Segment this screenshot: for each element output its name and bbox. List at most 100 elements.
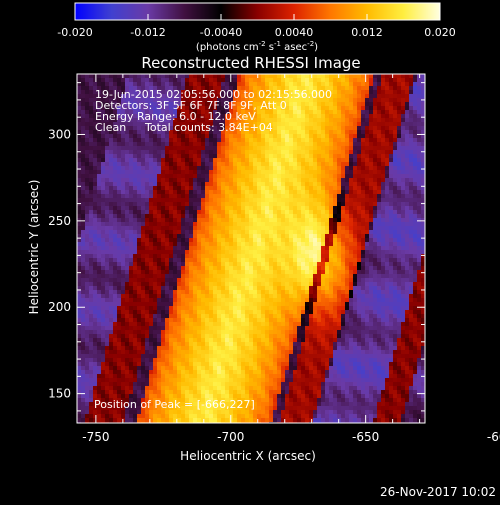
heatmap-cell — [177, 262, 182, 267]
heatmap-cell — [109, 246, 114, 251]
heatmap-cell — [149, 170, 154, 175]
heatmap-cell — [141, 250, 146, 255]
heatmap-cell — [249, 230, 254, 235]
heatmap-cell — [213, 242, 218, 247]
heatmap-cell — [129, 230, 134, 235]
heatmap-cell — [121, 138, 126, 143]
heatmap-cell — [273, 134, 278, 139]
heatmap-cell — [317, 286, 322, 291]
heatmap-cell — [349, 294, 354, 299]
heatmap-cell — [329, 146, 334, 151]
heatmap-cell — [209, 166, 214, 171]
heatmap-cell — [169, 258, 174, 263]
heatmap-cell — [409, 206, 414, 211]
heatmap-cell — [141, 210, 146, 215]
heatmap-cell — [409, 114, 414, 119]
heatmap-cell — [105, 258, 110, 263]
heatmap-cell — [101, 282, 106, 287]
heatmap-cell — [89, 186, 94, 191]
heatmap-cell — [161, 138, 166, 143]
heatmap-cell — [241, 162, 246, 167]
heatmap-cell — [85, 222, 90, 227]
heatmap-cell — [157, 282, 162, 287]
heatmap-cell — [337, 270, 342, 275]
heatmap-cell — [397, 278, 402, 283]
heatmap-cell — [333, 110, 338, 115]
heatmap-cell — [353, 114, 358, 119]
heatmap-cell — [317, 234, 322, 239]
heatmap-cell — [145, 138, 150, 143]
heatmap-cell — [265, 210, 270, 215]
heatmap-cell — [181, 142, 186, 147]
heatmap-cell — [97, 138, 102, 143]
heatmap-cell — [361, 158, 366, 163]
heatmap-cell — [329, 242, 334, 247]
heatmap-cell — [325, 242, 330, 247]
heatmap-cell — [333, 278, 338, 283]
heatmap-cell — [333, 98, 338, 103]
heatmap-cell — [317, 138, 322, 143]
heatmap-cell — [249, 234, 254, 239]
heatmap-cell — [409, 130, 414, 135]
heatmap-cell — [345, 110, 350, 115]
heatmap-cell — [181, 158, 186, 163]
heatmap-cell — [289, 230, 294, 235]
heatmap-cell — [181, 294, 186, 299]
heatmap-cell — [241, 74, 246, 79]
heatmap-cell — [85, 98, 90, 103]
heatmap-cell — [109, 242, 114, 247]
heatmap-cell — [85, 182, 90, 187]
heatmap-cell — [129, 286, 134, 291]
heatmap-cell — [357, 294, 362, 299]
heatmap-cell — [401, 114, 406, 119]
heatmap-cell — [121, 250, 126, 255]
heatmap-cell — [413, 154, 418, 159]
heatmap-cell — [173, 250, 178, 255]
heatmap-cell — [361, 298, 366, 303]
heatmap-cell — [209, 214, 214, 219]
heatmap-cell — [217, 142, 222, 147]
heatmap-cell — [361, 174, 366, 179]
heatmap-cell — [361, 138, 366, 143]
heatmap-cell — [409, 282, 414, 287]
heatmap-cell — [389, 134, 394, 139]
heatmap-cell — [217, 162, 222, 167]
heatmap-cell — [293, 122, 298, 127]
heatmap-cell — [141, 158, 146, 163]
heatmap-cell — [89, 118, 94, 123]
heatmap-cell — [229, 290, 234, 295]
heatmap-cell — [189, 214, 194, 219]
heatmap-cell — [353, 182, 358, 187]
heatmap-cell — [133, 206, 138, 211]
heatmap-cell — [301, 122, 306, 127]
heatmap-cell — [381, 230, 386, 235]
heatmap-cell — [313, 178, 318, 183]
heatmap-cell — [245, 242, 250, 247]
heatmap-cell — [329, 290, 334, 295]
heatmap-cell — [81, 138, 86, 143]
heatmap-cell — [341, 162, 346, 167]
heatmap-cell — [293, 198, 298, 203]
heatmap-cell — [345, 178, 350, 183]
heatmap-cell — [205, 242, 210, 247]
heatmap-cell — [153, 246, 158, 251]
heatmap-cell — [357, 262, 362, 267]
heatmap-cell — [189, 194, 194, 199]
heatmap-cell — [289, 162, 294, 167]
heatmap-cell — [217, 254, 222, 259]
heatmap-cell — [149, 198, 154, 203]
heatmap-cell — [313, 102, 318, 107]
heatmap-cell — [349, 266, 354, 271]
heatmap-cell — [89, 126, 94, 131]
heatmap-cell — [137, 266, 142, 271]
heatmap-cell — [341, 206, 346, 211]
heatmap-cell — [241, 170, 246, 175]
heatmap-cell — [245, 258, 250, 263]
heatmap-cell — [161, 206, 166, 211]
heatmap-cell — [405, 150, 410, 155]
heatmap-cell — [373, 98, 378, 103]
heatmap-cell — [101, 230, 106, 235]
heatmap-cell — [409, 162, 414, 167]
heatmap-cell — [249, 170, 254, 175]
heatmap-cell — [293, 126, 298, 131]
